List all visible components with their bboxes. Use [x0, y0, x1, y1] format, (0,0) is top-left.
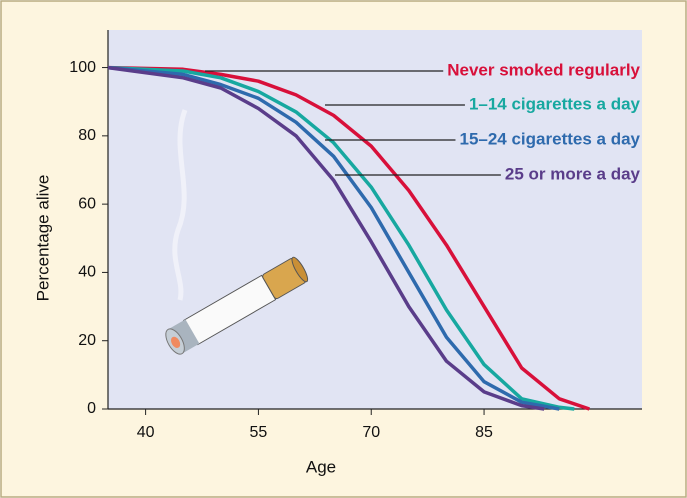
x-tick-label: 55	[250, 424, 268, 441]
plot-area	[108, 30, 642, 409]
x-tick-label: 85	[475, 424, 493, 441]
y-tick-label: 20	[78, 332, 96, 349]
x-tick-label: 70	[362, 424, 380, 441]
x-axis-label: Age	[306, 457, 336, 476]
series-label: 25 or more a day	[505, 164, 641, 183]
x-tick-label: 40	[137, 424, 155, 441]
line-series	[107, 65, 590, 411]
y-axis-label: Percentage alive	[33, 175, 52, 302]
y-tick-label: 60	[78, 195, 96, 212]
y-tick-label: 0	[87, 400, 96, 417]
y-tick-label: 100	[69, 59, 96, 76]
series-label: Never smoked regularly	[447, 60, 640, 79]
line-series	[107, 65, 545, 411]
line-series	[107, 65, 560, 411]
series-label: 1–14 cigarettes a day	[469, 94, 641, 113]
y-tick-label: 80	[78, 127, 96, 144]
y-tick-label: 40	[78, 264, 96, 281]
cigarette-illustration	[165, 109, 309, 355]
series-label: 15–24 cigarettes a day	[459, 129, 640, 148]
line-series	[107, 65, 575, 411]
